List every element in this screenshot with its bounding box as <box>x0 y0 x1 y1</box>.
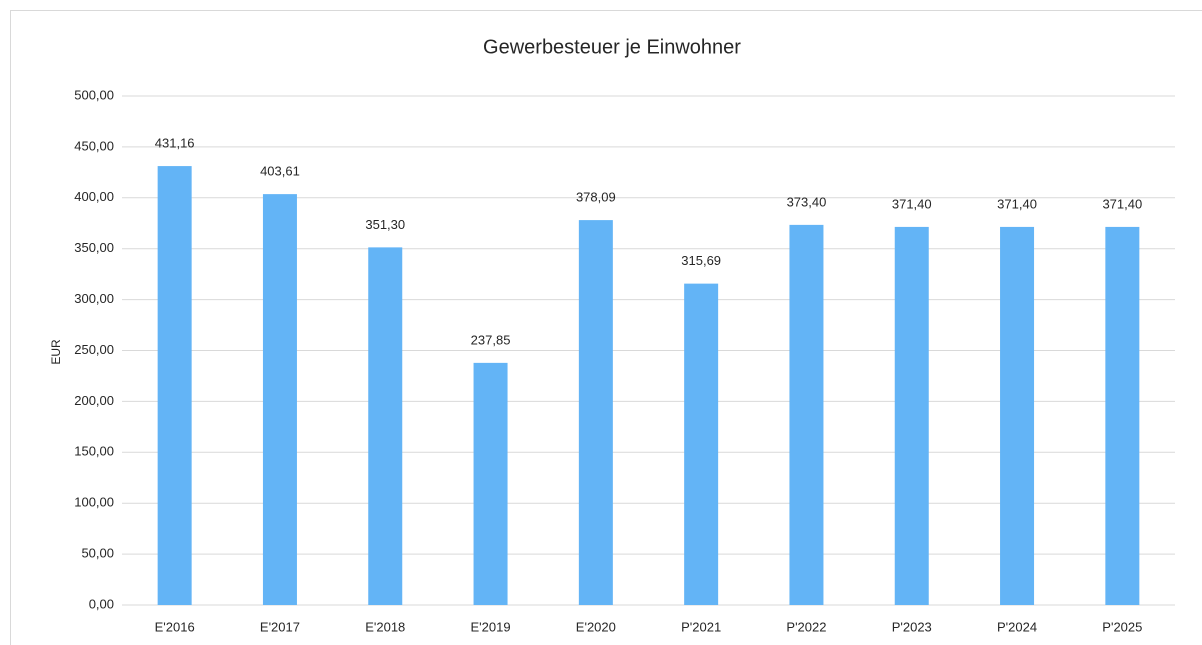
y-axis-label: EUR <box>49 339 63 365</box>
data-label: 378,09 <box>576 190 616 205</box>
y-tick-label: 100,00 <box>74 495 114 510</box>
data-label: 351,30 <box>365 217 405 232</box>
y-tick-label: 500,00 <box>74 87 114 102</box>
x-tick-label: P'2022 <box>786 619 826 634</box>
y-tick-label: 250,00 <box>74 342 114 357</box>
bar <box>578 220 613 606</box>
bar <box>684 283 719 605</box>
data-label: 371,40 <box>1102 196 1142 211</box>
bar <box>473 362 508 605</box>
x-tick-label: E'2017 <box>260 619 300 634</box>
x-tick-label: E'2018 <box>365 619 405 634</box>
data-label: 237,85 <box>471 332 511 347</box>
x-tick-label: P'2024 <box>997 619 1037 634</box>
y-tick-label: 450,00 <box>74 138 114 153</box>
bar <box>789 224 824 606</box>
x-tick-label: P'2021 <box>681 619 721 634</box>
x-tick-label: E'2019 <box>471 619 511 634</box>
y-tick-label: 150,00 <box>74 444 114 459</box>
x-tick-label: E'2020 <box>576 619 616 634</box>
bar <box>262 194 297 606</box>
y-tick-label: 50,00 <box>81 546 114 561</box>
y-tick-label: 0,00 <box>89 596 114 611</box>
bar <box>894 226 929 605</box>
data-label: 371,40 <box>997 196 1037 211</box>
chart-title: Gewerbesteuer je Einwohner <box>483 36 741 58</box>
data-label: 373,40 <box>787 194 827 209</box>
x-tick-label: E'2016 <box>155 619 195 634</box>
x-tick-label: P'2025 <box>1102 619 1142 634</box>
bar <box>1105 226 1140 605</box>
y-tick-label: 350,00 <box>74 240 114 255</box>
data-label: 431,16 <box>155 136 195 151</box>
x-tick-label: P'2023 <box>892 619 932 634</box>
bar <box>157 166 192 606</box>
y-tick-label: 300,00 <box>74 291 114 306</box>
data-label: 403,61 <box>260 164 300 179</box>
data-label: 315,69 <box>681 253 721 268</box>
y-tick-label: 400,00 <box>74 189 114 204</box>
y-tick-label: 200,00 <box>74 393 114 408</box>
data-label: 371,40 <box>892 196 932 211</box>
bar <box>1000 226 1035 605</box>
bar <box>368 247 403 606</box>
